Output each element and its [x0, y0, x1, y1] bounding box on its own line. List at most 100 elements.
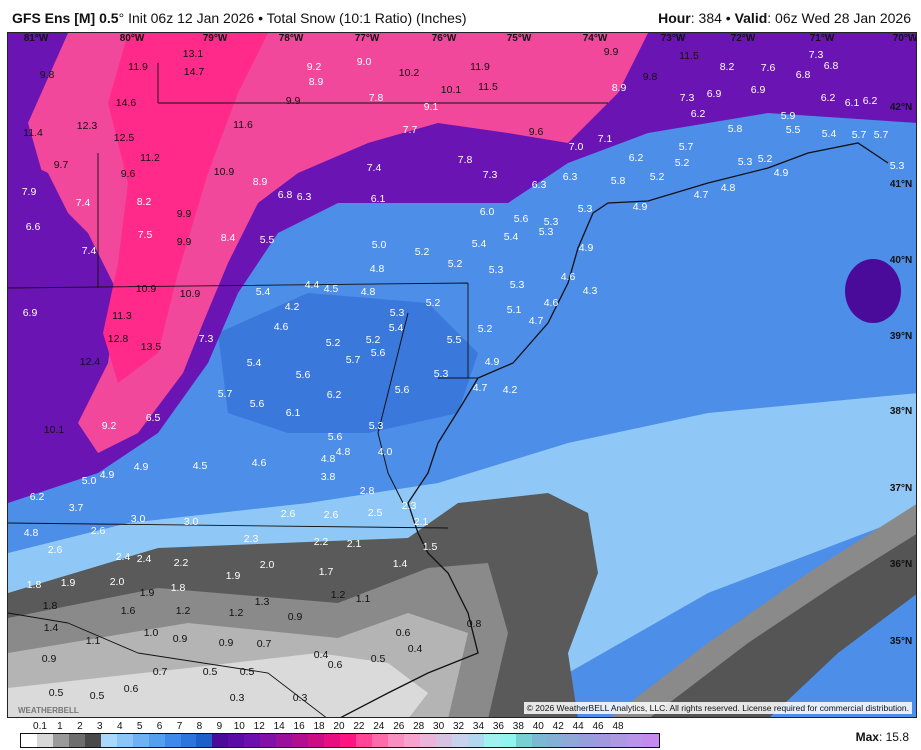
snow-value-label: 7.5 [138, 229, 153, 241]
colorbar-swatch [563, 734, 580, 747]
snow-value-label: 11.5 [478, 81, 498, 93]
colorbar-swatch [276, 734, 293, 747]
snowfall-colorbar [20, 733, 660, 748]
colorbar-swatch [627, 734, 644, 747]
snow-value-label: 9.8 [643, 71, 658, 83]
snow-value-label: 5.6 [296, 369, 311, 381]
colorbar-tick-label: 44 [572, 721, 584, 732]
snow-value-label: 6.9 [707, 88, 722, 100]
colorbar-swatch [451, 734, 468, 747]
snow-value-label: 5.6 [371, 347, 386, 359]
snow-value-label: 2.1 [414, 516, 429, 528]
snow-value-label: 4.2 [503, 384, 518, 396]
snow-value-label: 0.3 [293, 692, 308, 704]
longitude-label: 73°W [661, 33, 686, 44]
colorbar-swatch [515, 734, 532, 747]
copyright-notice: © 2026 WeatherBELL Analytics, LLC. All r… [523, 702, 912, 714]
longitude-label: 79°W [203, 33, 228, 44]
snow-value-label: 2.1 [347, 538, 362, 550]
snow-value-label: 5.2 [415, 246, 430, 258]
longitude-label: 70°W [893, 33, 917, 44]
mid-blue-region [218, 293, 478, 433]
longitude-label: 80°W [120, 33, 145, 44]
colorbar-swatch [228, 734, 245, 747]
snow-value-label: 12.4 [80, 356, 101, 368]
snow-value-label: 1.5 [423, 541, 438, 553]
colorbar-tick-label: 4 [116, 721, 123, 732]
snow-value-label: 7.1 [598, 133, 613, 145]
colorbar-tick-label: 8 [196, 721, 203, 732]
snow-value-label: 5.2 [448, 258, 463, 270]
longitude-label: 78°W [279, 33, 304, 44]
colorbar-tick-label: 28 [413, 721, 425, 732]
snow-value-label: 0.5 [203, 666, 218, 678]
colorbar-tick-label: 14 [273, 721, 285, 732]
colorbar-swatch [292, 734, 309, 747]
snow-value-label: 5.3 [510, 279, 525, 291]
snow-value-label: 5.3 [369, 420, 384, 432]
snow-value-label: 4.8 [721, 182, 736, 194]
colorbar-swatch [52, 734, 69, 747]
snow-value-label: 5.9 [781, 110, 796, 122]
snow-value-label: 5.2 [366, 334, 381, 346]
snow-value-label: 1.8 [43, 600, 58, 612]
snow-value-label: 4.6 [544, 297, 559, 309]
colorbar-tick-label: 2 [77, 721, 83, 732]
snow-value-label: 1.9 [226, 570, 241, 582]
colorbar-swatch [212, 734, 229, 747]
snow-value-label: 1.9 [61, 577, 76, 589]
snow-value-label: 9.0 [357, 56, 372, 68]
snow-value-label: 9.6 [529, 126, 544, 138]
colorbar-tick-label: 7 [176, 721, 183, 732]
snow-value-label: 5.7 [346, 354, 361, 366]
colorbar-swatch [483, 734, 500, 747]
snow-value-label: 4.7 [473, 382, 488, 394]
colorbar-swatch [308, 734, 325, 747]
offshore-dark-band [650, 534, 916, 717]
colorbar-tick-label: 20 [333, 721, 345, 732]
map-canvas: 81°W 80°W 79°W 78°W 77°W 76°W 75°W 74°W 73°W 72°W… [8, 33, 917, 717]
snow-value-label: 9.6 [121, 168, 136, 180]
valid-time: Hour: 384 • Valid: 06z Wed 28 Jan 2026 [658, 10, 911, 26]
snow-value-label: 5.2 [675, 157, 690, 169]
snow-value-label: 0.9 [288, 611, 303, 623]
snow-value-label: 4.8 [24, 527, 39, 539]
snow-value-label: 2.3 [244, 533, 259, 545]
snow-value-label: 5.4 [472, 238, 487, 250]
snow-value-label: 9.9 [177, 236, 192, 248]
snow-value-label: 1.2 [229, 607, 244, 619]
purple-left-strip [8, 153, 88, 443]
snow-value-label: 4.3 [583, 285, 598, 297]
snow-value-label: 6.0 [480, 206, 495, 218]
colorbar-tick-label: 48 [612, 721, 624, 732]
snow-value-label: 2.6 [281, 508, 296, 520]
hour-value: : 384 • [690, 10, 735, 26]
snow-value-label: 2.6 [324, 509, 339, 521]
snow-value-label: 4.5 [324, 283, 339, 295]
snow-value-label: 5.2 [758, 153, 773, 165]
snow-value-label: 5.2 [326, 337, 341, 349]
snow-value-label: 9.9 [604, 46, 619, 58]
snow-value-label: 5.3 [544, 216, 559, 228]
snow-value-label: 7.4 [82, 245, 97, 257]
snow-value-label: 9.9 [177, 208, 192, 220]
model-name: GFS Ens [M] 0.5 [12, 10, 119, 26]
longitude-label: 77°W [355, 33, 380, 44]
snow-value-label: 12.3 [77, 120, 98, 132]
colorbar-swatch [84, 734, 101, 747]
snow-value-label: 7.0 [569, 141, 584, 153]
snow-value-label: 6.5 [146, 412, 161, 424]
hot-pink-region [103, 33, 268, 383]
colorbar-swatch [356, 734, 372, 747]
snow-value-label: 8.2 [720, 61, 735, 73]
snow-value-label: 11.4 [23, 127, 43, 139]
snow-value-label: 4.8 [370, 263, 385, 275]
snow-value-label: 7.3 [199, 333, 214, 345]
snow-value-label: 5.7 [218, 388, 233, 400]
snow-value-label: 5.8 [611, 175, 626, 187]
snow-value-label: 4.9 [579, 242, 594, 254]
snow-value-label: 6.2 [327, 389, 342, 401]
colorbar-swatch [403, 734, 420, 747]
colorbar-tick-label: 0.1 [33, 721, 47, 732]
snow-value-label: 6.2 [691, 108, 706, 120]
